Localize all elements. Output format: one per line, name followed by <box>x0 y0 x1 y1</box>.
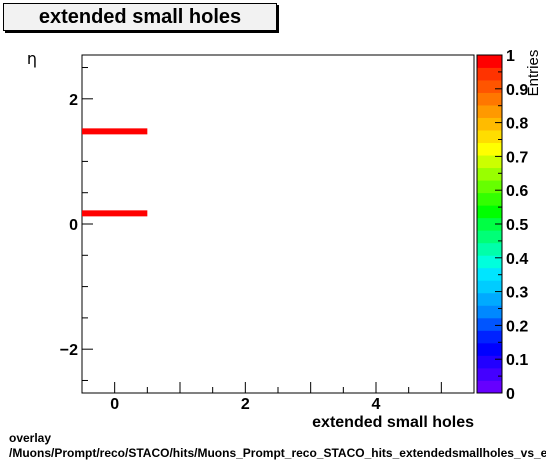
colorbar-tick-label: 0 <box>506 386 515 403</box>
colorbar-segment <box>477 355 502 369</box>
y-tick-label: 0 <box>69 217 78 234</box>
colorbar-segment <box>477 380 502 394</box>
colorbar-segment <box>477 92 502 106</box>
colorbar-tick-label: 1 <box>506 48 515 65</box>
colorbar-segment <box>477 130 502 144</box>
colorbar-tick-label: 0.2 <box>506 318 528 335</box>
colorbar-segment <box>477 80 502 93</box>
colorbar-title: Entries <box>525 50 542 97</box>
colorbar-segment <box>477 205 502 219</box>
colorbar-segment <box>477 292 502 306</box>
plot-area: 0 2 4 −2 0 2 extended small holes η 0 0.1 0.2 0.3 0.… <box>27 48 542 431</box>
colorbar-segment <box>477 305 502 319</box>
colorbar-segment <box>477 105 502 118</box>
x-tick-label: 2 <box>241 396 250 413</box>
colorbar-segment <box>477 217 502 231</box>
chart-title-box: extended small holes <box>3 3 277 31</box>
y-axis-title: η <box>27 49 37 68</box>
colorbar-segment <box>477 180 502 194</box>
footer-path: /Muons/Prompt/reco/STACO/hits/Muons_Prom… <box>9 446 546 460</box>
colorbar-segment <box>477 280 502 294</box>
x-axis-title: extended small holes <box>312 414 474 431</box>
colorbar-tick-label: 0.8 <box>506 116 528 133</box>
colorbar-tick-label: 0.6 <box>506 183 528 200</box>
plot-frame <box>81 54 475 394</box>
x-tick-label: 4 <box>372 396 381 413</box>
footer-label: overlay <box>9 431 52 445</box>
y-tick-label: −2 <box>60 342 78 359</box>
colorbar-segment <box>477 367 502 381</box>
colorbar-segment <box>477 342 502 356</box>
colorbar-tick-label: 0.1 <box>506 352 528 369</box>
heatmap-cell <box>82 128 148 135</box>
colorbar-segment <box>477 330 502 344</box>
chart-title: extended small holes <box>38 5 242 28</box>
colorbar-segment <box>477 67 502 81</box>
colorbar-tick-label: 0.5 <box>506 217 528 234</box>
colorbar-segment <box>477 142 502 156</box>
colorbar-segment <box>477 117 502 131</box>
colorbar-segment <box>477 167 502 181</box>
colorbar-segment <box>477 192 502 206</box>
colorbar-segment <box>477 317 502 331</box>
colorbar-segment <box>477 155 502 169</box>
x-tick-label: 0 <box>110 396 119 413</box>
y-tick-label: 2 <box>69 92 78 109</box>
colorbar-tick-label: 0.3 <box>506 285 528 302</box>
colorbar-tick-label: 0.9 <box>506 82 528 99</box>
colorbar-tick-label: 0.4 <box>506 251 528 268</box>
colorbar-tick-label: 0.7 <box>506 149 528 166</box>
colorbar-segment <box>477 230 502 244</box>
heatmap-cell <box>82 210 148 217</box>
colorbar-segment <box>477 242 502 256</box>
colorbar-segment <box>477 267 502 281</box>
colorbar-segment <box>477 255 502 269</box>
colorbar-segment <box>477 55 502 68</box>
